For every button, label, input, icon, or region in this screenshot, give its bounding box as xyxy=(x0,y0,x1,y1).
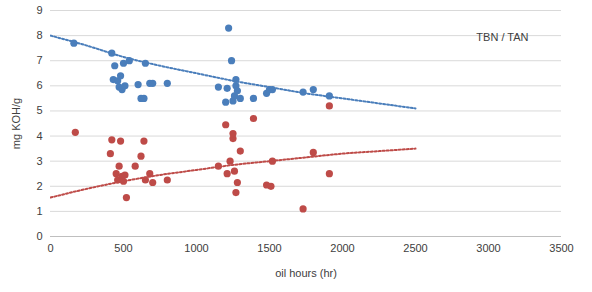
svg-text:0: 0 xyxy=(47,242,53,254)
svg-text:oil hours (hr): oil hours (hr) xyxy=(275,267,337,279)
svg-text:1000: 1000 xyxy=(184,242,208,254)
svg-text:7: 7 xyxy=(36,54,42,66)
svg-text:8: 8 xyxy=(36,29,42,41)
svg-text:4: 4 xyxy=(36,130,42,142)
svg-text:mg KOH/g: mg KOH/g xyxy=(10,98,22,149)
svg-text:3000: 3000 xyxy=(476,242,500,254)
svg-text:500: 500 xyxy=(114,242,132,254)
svg-text:6: 6 xyxy=(36,79,42,91)
svg-text:3: 3 xyxy=(36,155,42,167)
svg-text:2: 2 xyxy=(36,180,42,192)
svg-text:9: 9 xyxy=(36,4,42,16)
svg-text:0: 0 xyxy=(36,230,42,242)
svg-text:1500: 1500 xyxy=(257,242,281,254)
svg-text:3500: 3500 xyxy=(549,242,573,254)
svg-text:2500: 2500 xyxy=(403,242,427,254)
svg-text:2000: 2000 xyxy=(330,242,354,254)
svg-text:TBN / TAN: TBN / TAN xyxy=(476,31,528,43)
svg-text:1: 1 xyxy=(36,205,42,217)
svg-text:5: 5 xyxy=(36,104,42,116)
